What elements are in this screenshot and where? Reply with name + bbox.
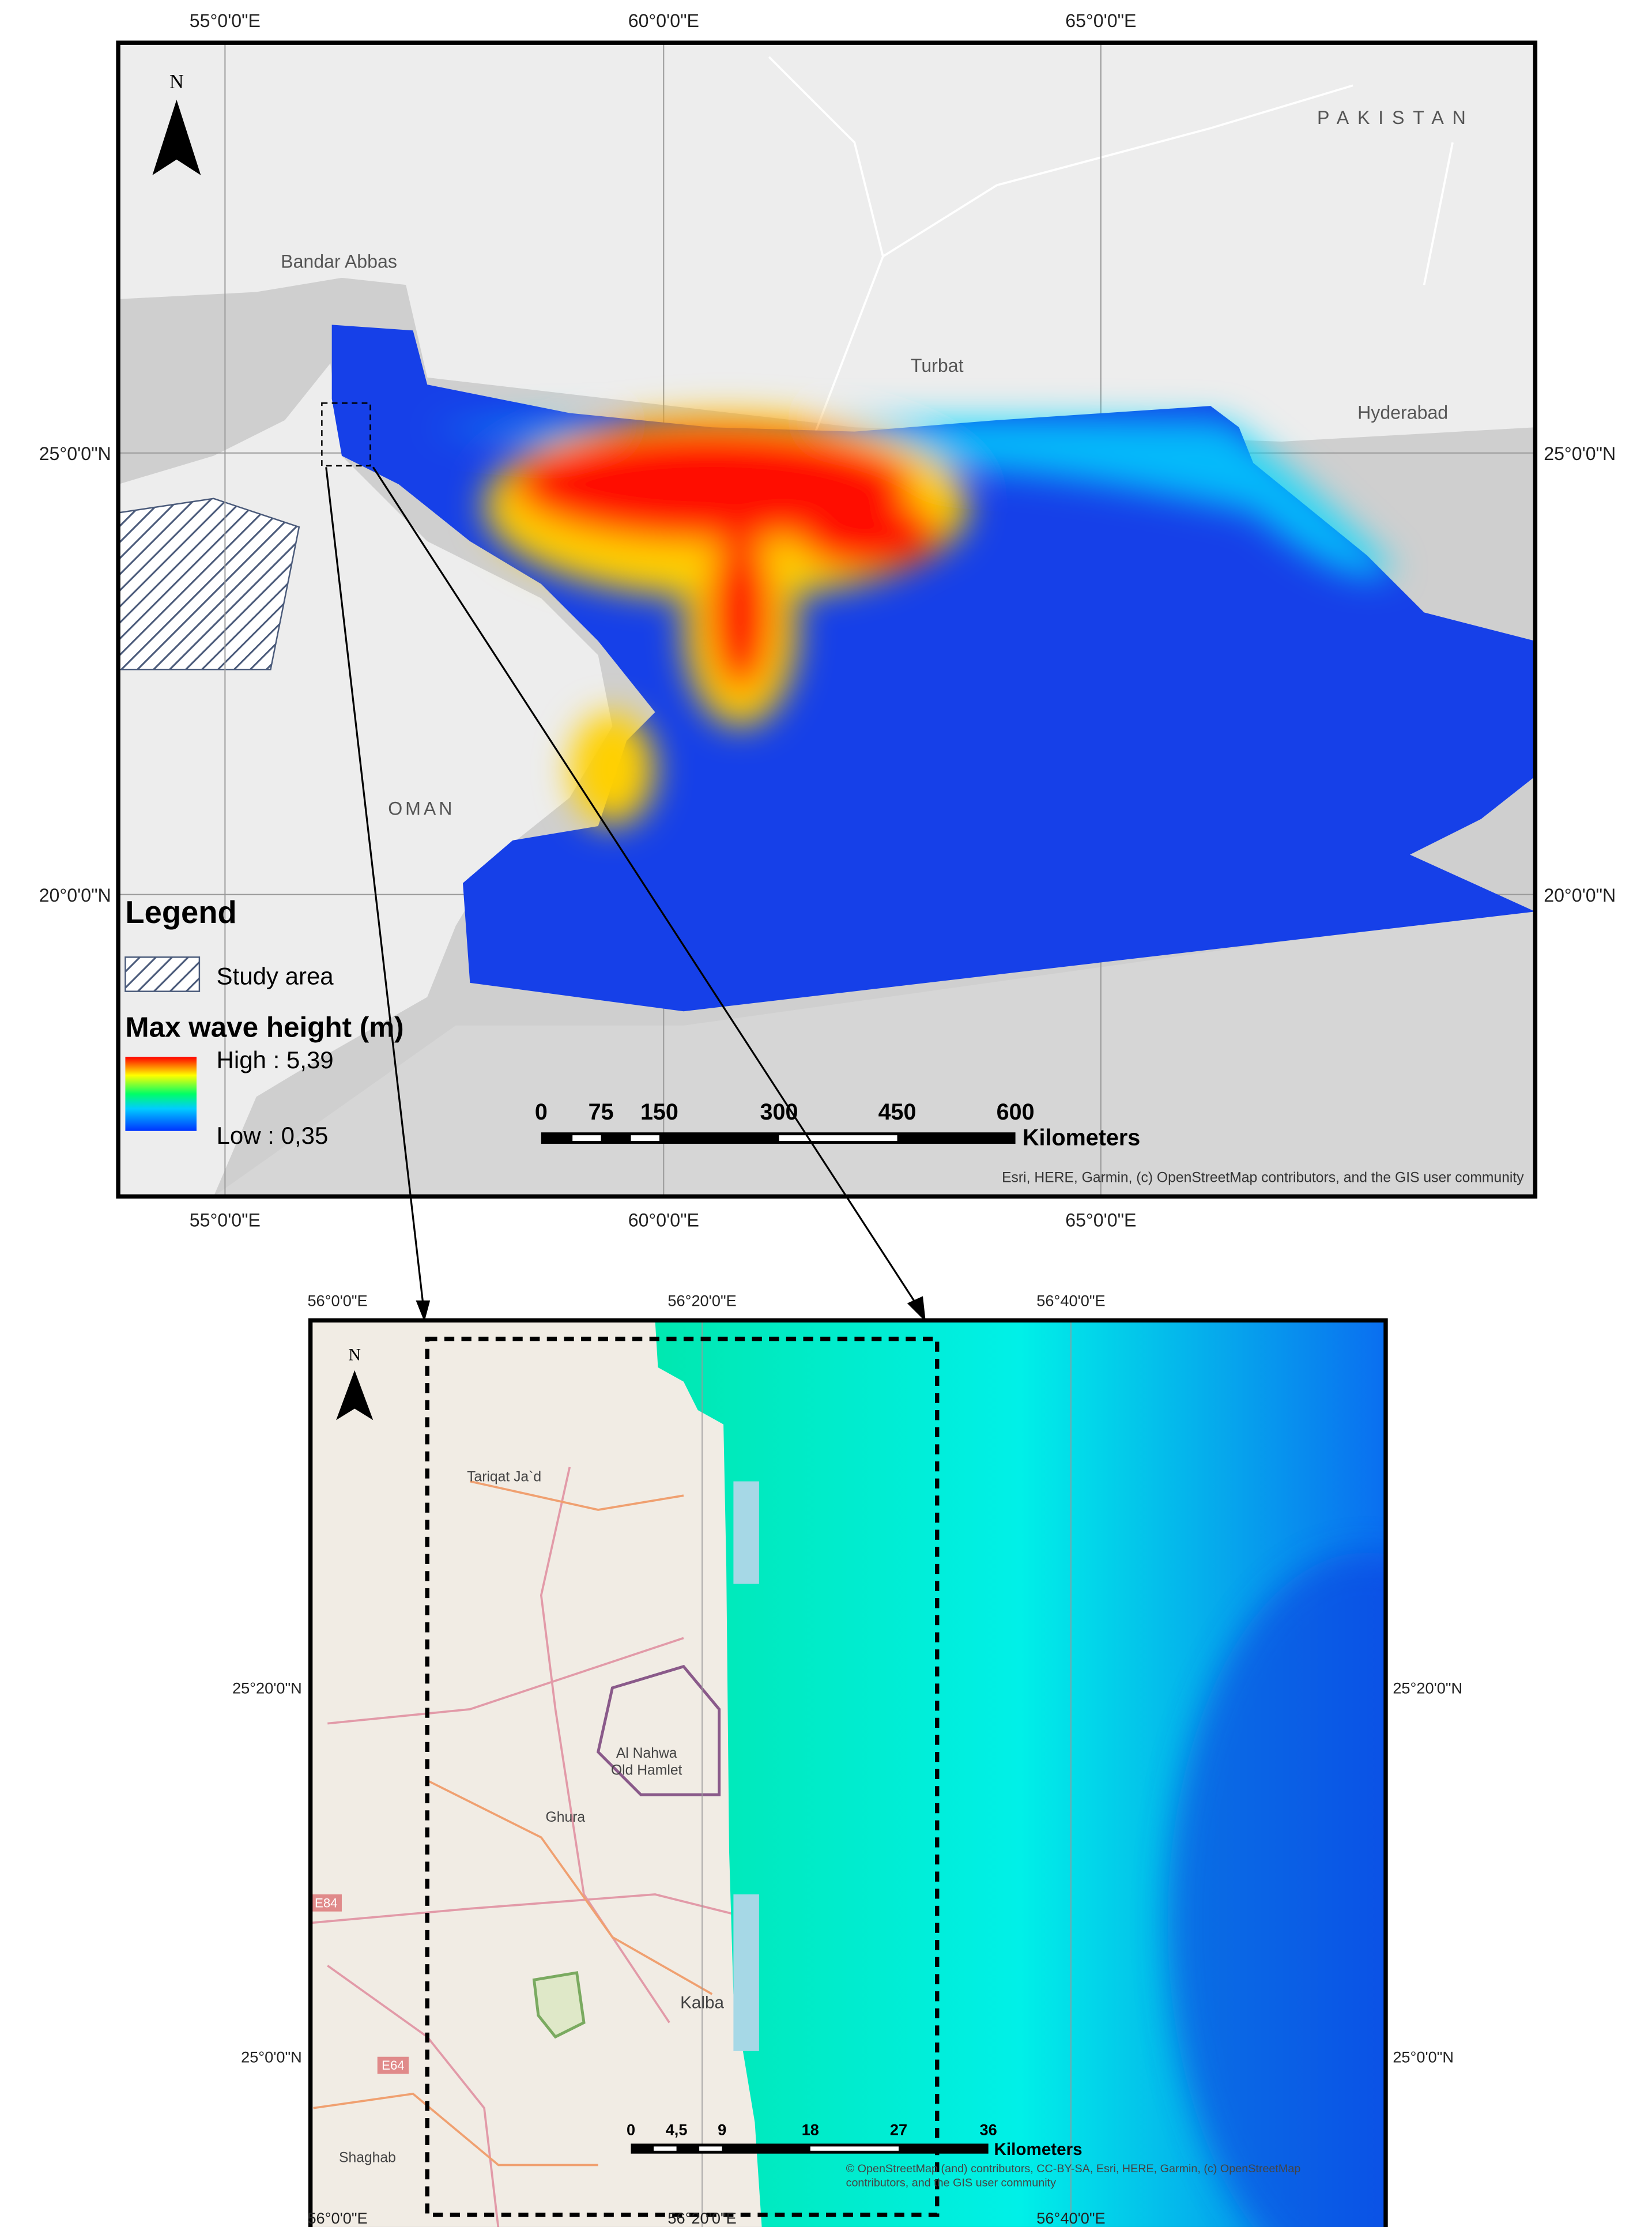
scale-label: 0 xyxy=(535,1099,548,1125)
connector-arrows xyxy=(325,466,917,1304)
lat-label: 25°0'0"N xyxy=(39,443,111,464)
lat-label: 25°0'0"N xyxy=(1544,443,1616,464)
legend-swatch xyxy=(125,956,201,992)
borders xyxy=(768,56,1454,442)
roads-secondary xyxy=(313,1480,713,2166)
road-label: E84 xyxy=(315,1896,338,1910)
north-arrow xyxy=(336,1370,374,1420)
graticule xyxy=(701,1320,1072,2227)
bottom-map: N Tariqat Ja`d Al Nahwa Old Hamlet Ghura… xyxy=(310,1320,1386,2227)
bottom-frame xyxy=(308,1318,1388,2227)
scale-unit: Kilometers xyxy=(994,2140,1083,2159)
place-label: PAKISTAN xyxy=(1317,107,1474,128)
attribution: Esri, HERE, Garmin, (c) OpenStreetMap co… xyxy=(1002,1170,1524,1186)
north-arrow xyxy=(152,99,201,175)
place-label: Tariqat Ja`d xyxy=(467,1469,541,1485)
attribution: © OpenStreetMap (and) contributors, CC-B… xyxy=(846,2162,1301,2175)
scale-label: 9 xyxy=(718,2121,726,2139)
road-shield xyxy=(377,2056,409,2074)
lon-label: 56°20'0"E xyxy=(667,2209,736,2227)
lat-label: 20°0'0"N xyxy=(39,885,111,906)
lon-label: 55°0'0"E xyxy=(190,10,261,31)
land-north xyxy=(118,43,1536,442)
land-south xyxy=(213,911,1536,1197)
reserve-boundary xyxy=(596,1664,721,1796)
study-area-polygon xyxy=(118,498,300,670)
top-map: N PAKISTAN Bandar Abbas Turbat Hyderabad… xyxy=(118,43,1536,1197)
legend-ramp-title: Max wave height (m) xyxy=(125,1012,403,1043)
lon-label: 55°0'0"E xyxy=(190,1209,261,1230)
scale-bar xyxy=(541,1132,1016,1144)
place-label: Al Nahwa xyxy=(616,1746,677,1761)
place-label: Ghura xyxy=(546,1810,586,1825)
scale-label: 0 xyxy=(627,2121,635,2139)
scale-label: 27 xyxy=(890,2121,907,2139)
scale-label: 75 xyxy=(589,1099,614,1125)
lon-label: 56°0'0"E xyxy=(307,1292,367,1310)
attribution: contributors, and the GIS user community xyxy=(846,2177,1057,2190)
wave-highs xyxy=(427,413,1396,827)
park-boundary xyxy=(532,1971,586,2039)
scale-label: 150 xyxy=(640,1099,678,1125)
lat-label: 20°0'0"N xyxy=(1544,885,1616,906)
lon-label: 65°0'0"E xyxy=(1065,1209,1136,1230)
lat-label: 25°0'0"N xyxy=(241,2048,302,2066)
arrow-head xyxy=(907,1296,926,1322)
lon-label: 60°0'0"E xyxy=(628,1209,699,1230)
study-area-box xyxy=(425,1336,940,2217)
place-label: Shaghab xyxy=(339,2150,396,2166)
lat-label: 25°20'0"N xyxy=(232,1679,302,1697)
legend-label: Study area xyxy=(217,962,334,989)
scale-label: 18 xyxy=(802,2121,819,2139)
lon-label: 56°40'0"E xyxy=(1036,2209,1105,2227)
place-label: Turbat xyxy=(911,355,964,376)
scale-label: 36 xyxy=(980,2121,997,2139)
top-frame xyxy=(116,40,1538,1199)
place-label: Hyderabad xyxy=(1357,402,1448,423)
scale-unit: Kilometers xyxy=(1023,1125,1140,1150)
north-label: N xyxy=(348,1346,360,1365)
scale-label: 4,5 xyxy=(666,2121,688,2139)
legend-ramp xyxy=(125,1057,197,1131)
road-shield xyxy=(310,1894,342,1912)
place-label: Kalba xyxy=(680,1994,724,2013)
place-label: Old Hamlet xyxy=(611,1763,682,1778)
scale-label: 450 xyxy=(878,1099,916,1125)
legend-low: Low : 0,35 xyxy=(217,1122,329,1149)
lon-label: 65°0'0"E xyxy=(1065,10,1136,31)
scale-label: 600 xyxy=(997,1099,1035,1125)
lat-label: 25°0'0"N xyxy=(1393,2048,1454,2066)
legend-high: High : 5,39 xyxy=(217,1046,334,1073)
lon-label: 56°0'0"E xyxy=(307,2209,367,2227)
place-label: OMAN xyxy=(388,798,455,819)
legend-title: Legend xyxy=(125,895,236,930)
lat-label: 25°20'0"N xyxy=(1393,1679,1462,1697)
lon-label: 60°0'0"E xyxy=(628,10,699,31)
lon-label: 56°40'0"E xyxy=(1036,1292,1105,1310)
scale-bar xyxy=(631,2143,989,2154)
arrow-head xyxy=(416,1300,431,1322)
coast-water xyxy=(733,1894,759,2051)
coast-water xyxy=(733,1481,759,1584)
road-label: E64 xyxy=(382,2058,405,2072)
place-label: Bandar Abbas xyxy=(281,251,397,272)
wave-gradient xyxy=(1168,1553,1386,2227)
lon-label: 56°20'0"E xyxy=(667,1292,736,1310)
north-label: N xyxy=(169,71,184,93)
